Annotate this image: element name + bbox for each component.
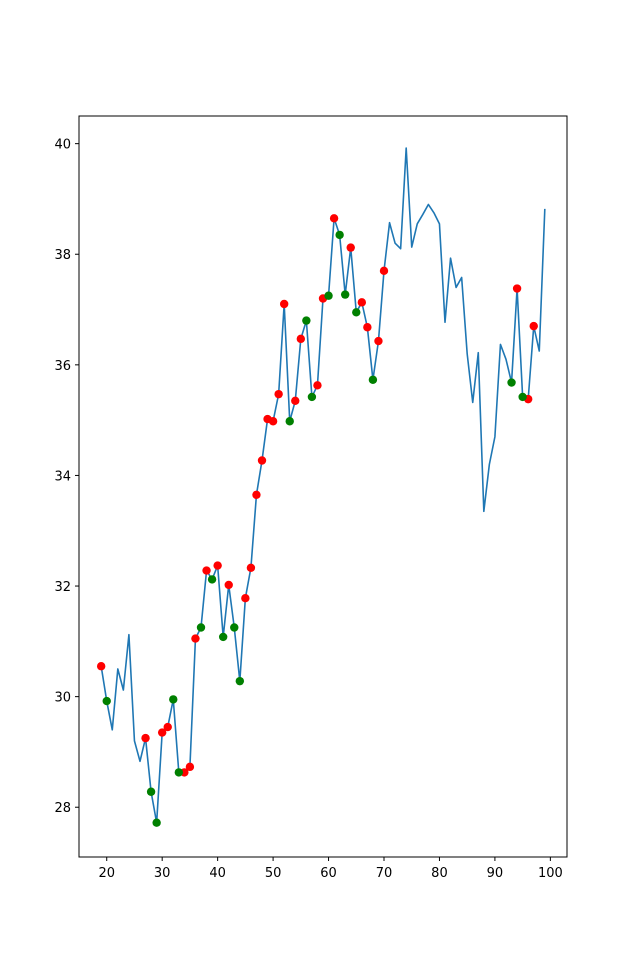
marker-red (374, 336, 383, 346)
marker-red (163, 722, 172, 732)
marker-green (207, 575, 217, 584)
marker-red (185, 762, 195, 772)
y-tick-label: 28 (54, 801, 71, 816)
x-tick-label: 20 (98, 866, 115, 881)
marker-red (291, 396, 300, 405)
y-tick-label: 30 (54, 691, 71, 706)
marker-red (379, 266, 389, 276)
x-tick-label: 70 (376, 866, 393, 881)
x-tick-label: 60 (320, 866, 337, 881)
marker-green (174, 768, 184, 777)
marker-red (241, 594, 250, 603)
marker-green (169, 695, 178, 704)
marker-green (146, 787, 156, 796)
marker-red (296, 334, 306, 344)
marker-green (324, 291, 333, 300)
plot-area (96, 147, 546, 827)
marker-red (96, 662, 106, 671)
marker-green (235, 676, 245, 686)
marker-green (307, 392, 317, 402)
marker-red (202, 566, 211, 575)
marker-red (529, 321, 538, 331)
marker-red (257, 456, 267, 465)
marker-red (268, 417, 278, 426)
marker-red (252, 490, 261, 499)
y-tick-label: 38 (54, 248, 71, 263)
marker-red (363, 323, 372, 332)
marker-green (302, 316, 311, 325)
marker-red (157, 728, 167, 737)
y-tick-label: 36 (54, 359, 71, 374)
marker-red (279, 299, 289, 309)
marker-green (352, 308, 361, 317)
marker-red (141, 733, 150, 743)
marker-red (329, 214, 339, 223)
x-tick-label: 30 (154, 866, 171, 881)
axes-frame (78, 115, 568, 858)
marker-green (285, 417, 294, 426)
marker-green (152, 818, 161, 827)
y-tick-label: 40 (54, 138, 71, 153)
marker-green (507, 378, 516, 387)
marker-green (340, 290, 350, 299)
marker-red (213, 561, 222, 570)
marker-green (230, 623, 239, 632)
x-tick-label: 100 (538, 866, 563, 881)
marker-green (518, 392, 527, 402)
x-tick-label: 80 (431, 866, 448, 881)
marker-green (102, 696, 111, 706)
marker-red (246, 563, 256, 572)
marker-red (224, 580, 233, 590)
marker-red (191, 634, 200, 643)
x-tick-label: 40 (209, 866, 226, 881)
marker-green (335, 230, 344, 240)
marker-green (196, 623, 206, 632)
x-tick-label: 50 (265, 866, 282, 881)
axes: 20 30 40 50 60 70 80 90 100 28 30 32 34 36 38 40 (54, 115, 568, 881)
x-tick-label: 90 (487, 866, 504, 881)
marker-red (357, 298, 367, 307)
marker-red (274, 389, 283, 399)
marker-red (512, 284, 522, 293)
y-tick-label: 32 (54, 580, 71, 595)
marker-green (368, 375, 378, 384)
marker-red (346, 243, 355, 252)
marker-green (218, 632, 228, 642)
marker-red (313, 381, 322, 390)
y-tick-label: 34 (54, 469, 71, 484)
